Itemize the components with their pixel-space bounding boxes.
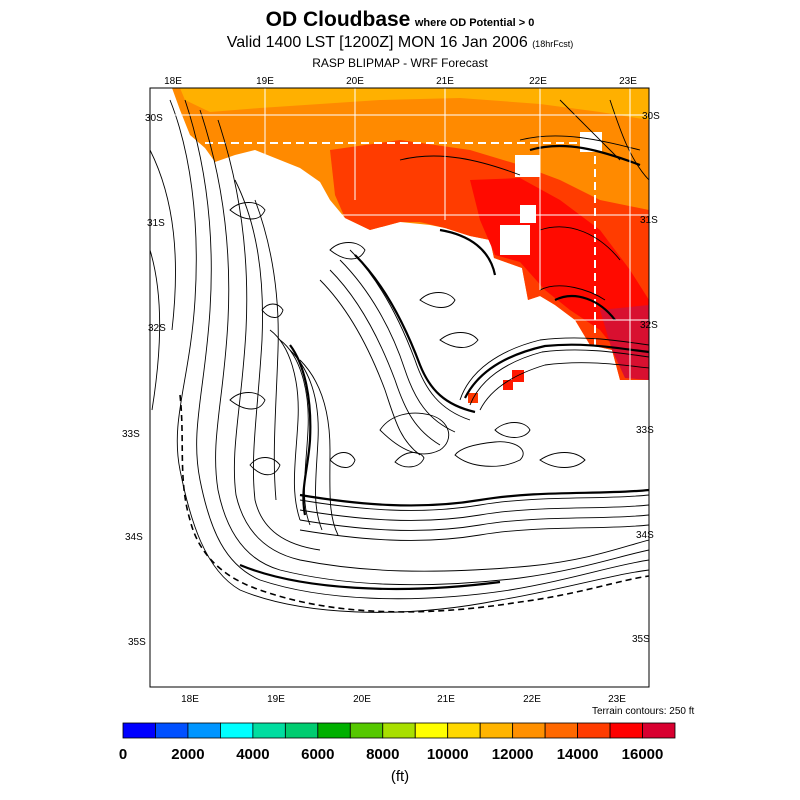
colorbar-swatch	[609, 722, 643, 739]
right-lat-label: 33S	[636, 425, 654, 436]
colorbar-swatch	[447, 722, 481, 739]
left-lat-label: 32S	[148, 323, 166, 334]
valid-time: Valid 1400 LST [1200Z] MON 16 Jan 2006	[226, 34, 528, 51]
colorbar-tick-label: 4000	[236, 746, 270, 763]
right-lat-label: 34S	[636, 530, 654, 541]
terrain-contour-note: Terrain contours: 250 ft	[592, 706, 695, 717]
colorbar-tick-label: 16000	[621, 746, 664, 763]
colorbar-swatch	[512, 722, 546, 739]
right-lat-label: 32S	[640, 320, 658, 331]
top-lon-label: 23E	[619, 76, 637, 87]
valid-time-line: Valid 1400 LST [1200Z] MON 16 Jan 2006 (…	[0, 34, 800, 52]
colorbar-swatch	[349, 722, 384, 739]
colorbar-swatch	[642, 722, 676, 739]
colorbar-unit: (ft)	[390, 768, 410, 785]
colorbar-swatch	[479, 722, 514, 739]
colorbar-tick-label: 14000	[556, 746, 599, 763]
bottom-lon-label: 21E	[437, 694, 455, 705]
top-lon-label: 19E	[256, 76, 274, 87]
bottom-lon-label: 18E	[181, 694, 199, 705]
right-lat-label: 30S	[642, 111, 660, 122]
colorbar-swatch	[544, 722, 578, 739]
cloudbase-fill	[150, 88, 649, 403]
title-main: OD Cloudbase	[265, 8, 411, 31]
colorbar-swatch	[122, 722, 156, 739]
colorbar-swatch	[220, 722, 254, 739]
forecast-tag: (18hrFcst)	[532, 39, 574, 49]
right-lat-label: 31S	[640, 215, 658, 226]
title-condition: where OD Potential > 0	[414, 17, 535, 29]
bottom-lon-label: 19E	[267, 694, 285, 705]
colorbar-tick-label: 12000	[491, 746, 534, 763]
colorbar-tick-label: 0	[118, 746, 128, 763]
colorbar-tick-label: 10000	[426, 746, 469, 763]
left-lat-label: 30S	[145, 113, 163, 124]
colorbar-swatch	[284, 722, 319, 739]
map-frame	[149, 87, 650, 688]
model-name: RASP BLIPMAP - WRF Forecast	[312, 56, 488, 70]
chart-title: OD Cloudbase where OD Potential > 0	[0, 8, 800, 32]
top-lon-label: 18E	[164, 76, 182, 87]
terrain-contours-major	[239, 144, 649, 591]
inner-domain-boundary	[205, 142, 596, 345]
colorbar-swatch	[187, 722, 221, 739]
top-lon-label: 21E	[436, 76, 454, 87]
colorbar-swatch	[155, 722, 189, 739]
coastline	[179, 394, 649, 613]
colorbar	[122, 722, 676, 739]
colorbar-swatch	[317, 722, 351, 739]
colorbar-tick-label: 8000	[366, 746, 400, 763]
bottom-lon-label: 20E	[353, 694, 371, 705]
colorbar-swatch	[382, 722, 416, 739]
top-lon-label: 22E	[529, 76, 547, 87]
right-lat-label: 35S	[632, 634, 650, 645]
top-lon-label: 20E	[346, 76, 364, 87]
colorbar-swatch	[577, 722, 611, 739]
bottom-lon-label: 23E	[608, 694, 626, 705]
left-lat-label: 35S	[128, 637, 146, 648]
left-lat-label: 34S	[125, 532, 143, 543]
colorbar-tick-label: 2000	[171, 746, 205, 763]
colorbar-swatch	[252, 722, 286, 739]
terrain-contours	[150, 99, 649, 613]
left-lat-label: 33S	[122, 429, 140, 440]
colorbar-tick-label: 6000	[301, 746, 335, 763]
bottom-lon-label: 22E	[523, 694, 541, 705]
graticule	[172, 88, 649, 380]
left-lat-label: 31S	[147, 218, 165, 229]
colorbar-swatch	[414, 722, 449, 739]
